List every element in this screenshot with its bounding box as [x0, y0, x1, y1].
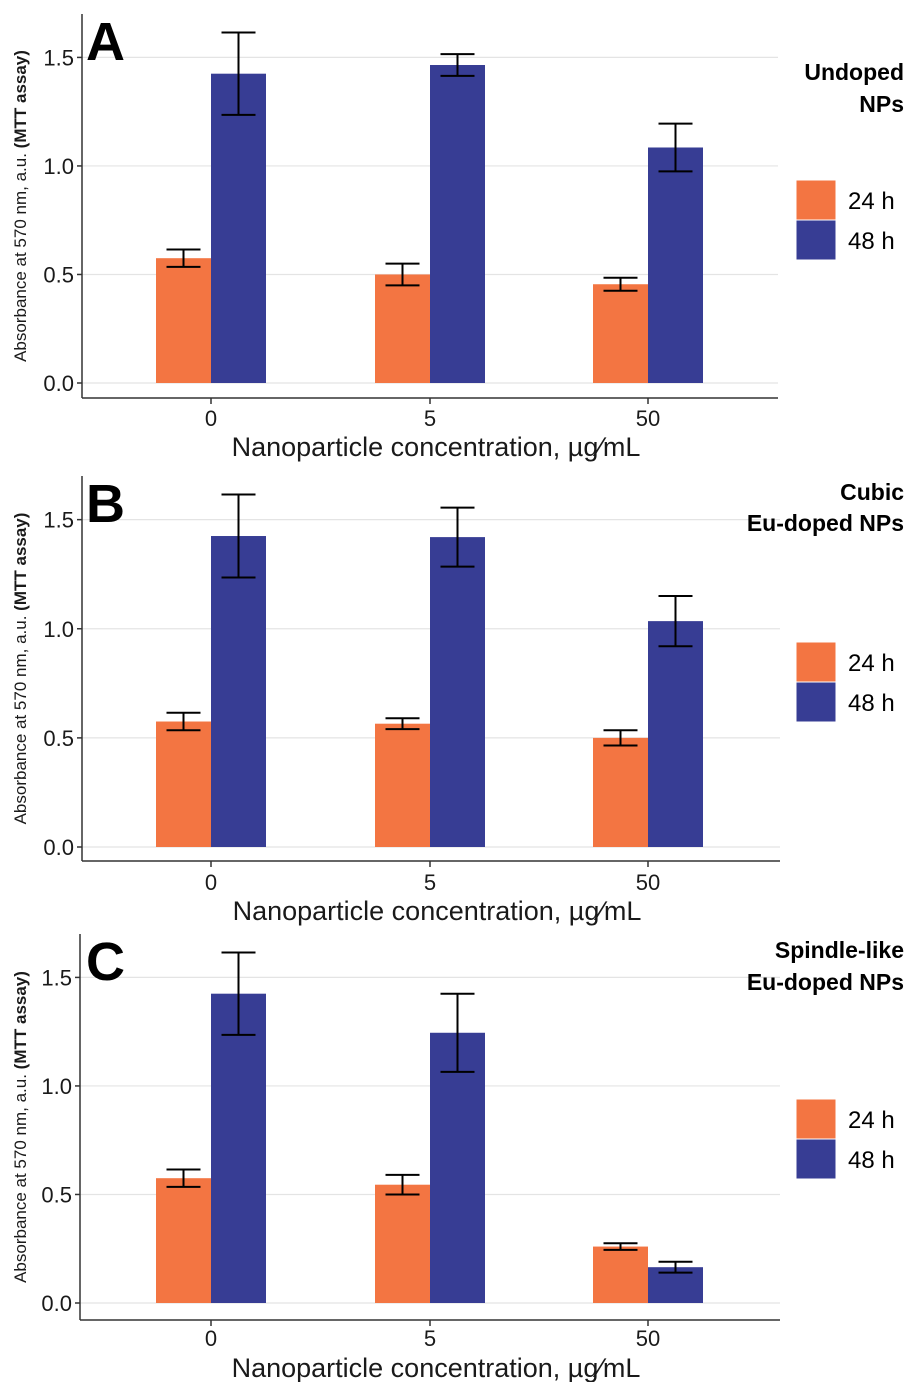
y-axis-label: Absorbance at 570 nm, a.u. (MTT assay) — [11, 513, 30, 825]
bar-24h-50 — [593, 737, 648, 847]
panel-title-line: Eu-doped NPs — [747, 969, 904, 995]
legend-key-24h — [795, 641, 837, 683]
bar-24h-50 — [593, 284, 648, 383]
bar-48h-50 — [648, 147, 703, 383]
error-bar — [221, 951, 256, 1036]
panel-letter: B — [86, 474, 125, 534]
legend-key-48h — [795, 219, 837, 261]
x-tick-label: 0 — [205, 406, 217, 431]
legend-key-24h — [795, 1098, 837, 1140]
bar-24h-0 — [156, 1178, 211, 1303]
panel-title-line: NPs — [859, 91, 904, 117]
x-tick-label: 5 — [424, 1326, 436, 1351]
bar-48h-0 — [211, 73, 266, 384]
bar-48h-5 — [430, 1032, 485, 1303]
legend-label: 48 h — [848, 228, 895, 255]
error-bar — [221, 31, 256, 116]
error-bar — [603, 729, 638, 747]
y-tick-label: 0.0 — [41, 1291, 72, 1316]
error-bar — [385, 262, 420, 287]
y-axis-label: Absorbance at 570 nm, a.u. (MTT assay) — [11, 50, 30, 362]
panel-title-line: Spindle-like — [775, 937, 904, 963]
bar-48h-5 — [430, 537, 485, 847]
y-tick-label: 1.0 — [43, 617, 74, 642]
legend-key-24h — [795, 179, 837, 221]
bar-48h-5 — [430, 65, 485, 384]
error-bar — [603, 1242, 638, 1251]
legend-label: 24 h — [848, 188, 895, 215]
panel-letter: A — [86, 12, 125, 72]
bar-24h-50 — [593, 1246, 648, 1303]
x-axis-label: Nanoparticle concentration, µg∕mL — [232, 1353, 641, 1382]
y-tick-label: 1.0 — [43, 154, 74, 179]
y-axis-label-bold: (MTT assay) — [11, 971, 30, 1069]
panel-title-line: Undoped — [804, 59, 904, 85]
panel-letter: C — [86, 932, 125, 992]
legend-label: 48 h — [848, 690, 895, 717]
error-bar — [385, 717, 420, 731]
y-tick-label: 1.5 — [43, 45, 74, 70]
bar-24h-0 — [156, 721, 211, 847]
bar-24h-5 — [375, 274, 430, 383]
legend-key-48h — [795, 681, 837, 723]
error-bar — [658, 595, 693, 648]
error-bar — [166, 1168, 201, 1188]
x-tick-label: 0 — [205, 1326, 217, 1351]
panel-title-line: Cubic — [840, 479, 904, 505]
y-axis-label: Absorbance at 570 nm, a.u. (MTT assay) — [11, 971, 30, 1283]
error-bar — [221, 493, 256, 579]
error-bar — [658, 1260, 693, 1274]
x-tick-label: 50 — [636, 870, 660, 895]
bar-48h-0 — [211, 536, 266, 847]
x-tick-label: 5 — [424, 406, 436, 431]
error-bar — [166, 248, 201, 268]
x-axis-label: Nanoparticle concentration, µg∕mL — [233, 896, 642, 926]
bar-48h-0 — [211, 993, 266, 1303]
error-bar — [166, 711, 201, 732]
legend-label: 24 h — [848, 1107, 895, 1134]
x-tick-label: 5 — [424, 870, 436, 895]
y-axis-label-bold: (MTT assay) — [11, 513, 30, 611]
legend-label: 48 h — [848, 1147, 895, 1174]
y-tick-label: 0.5 — [41, 1182, 72, 1207]
x-tick-label: 0 — [205, 870, 217, 895]
y-axis-label-main: Absorbance at 570 nm, a.u. — [11, 148, 30, 362]
legend: 24 h 48 h — [795, 1098, 895, 1180]
x-tick-label: 50 — [636, 406, 660, 431]
error-bar — [603, 276, 638, 292]
y-tick-label: 0.0 — [43, 835, 74, 860]
bar-24h-5 — [375, 723, 430, 847]
x-axis-label: Nanoparticle concentration, µg∕mL — [232, 432, 641, 462]
bar-24h-5 — [375, 1184, 430, 1303]
y-tick-label: 1.0 — [41, 1074, 72, 1099]
y-tick-label: 0.5 — [43, 262, 74, 287]
error-bar — [440, 992, 475, 1073]
legend-label: 24 h — [848, 650, 895, 677]
error-bar — [440, 53, 475, 77]
error-bar — [440, 506, 475, 568]
legend-key-48h — [795, 1138, 837, 1180]
legend: 24 h 48 h — [795, 179, 895, 261]
y-tick-label: 1.5 — [43, 508, 74, 533]
bar-48h-50 — [648, 621, 703, 847]
x-tick-label: 50 — [636, 1326, 660, 1351]
error-bar — [658, 122, 693, 173]
y-axis-label-bold: (MTT assay) — [11, 50, 30, 148]
error-bar — [385, 1173, 420, 1196]
y-axis-label-main: Absorbance at 570 nm, a.u. — [11, 1069, 30, 1283]
y-axis-label-main: Absorbance at 570 nm, a.u. — [11, 611, 30, 825]
y-tick-label: 1.5 — [41, 965, 72, 990]
y-tick-label: 0.0 — [43, 371, 74, 396]
legend: 24 h 48 h — [795, 641, 895, 723]
y-tick-label: 0.5 — [43, 726, 74, 751]
panel-title-line: Eu-doped NPs — [747, 510, 904, 536]
bar-24h-0 — [156, 258, 211, 383]
